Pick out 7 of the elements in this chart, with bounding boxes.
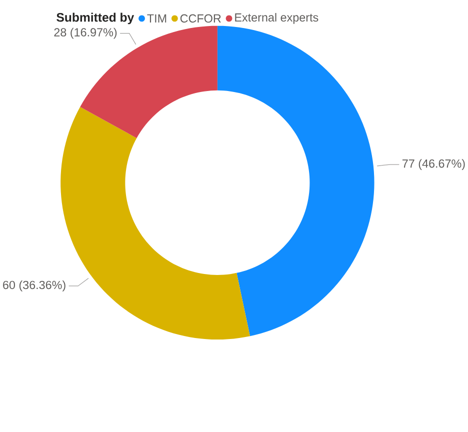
data-label: 60 (36.36%) [3, 280, 66, 292]
legend-title: Submitted by [56, 12, 134, 24]
data-label: 77 (46.67%) [402, 159, 465, 170]
legend-label: TIM [147, 14, 166, 23]
legend-label: External experts [235, 13, 318, 24]
data-label: 28 (16.97%) [54, 28, 117, 39]
legend-label: CCFOR [180, 14, 221, 23]
